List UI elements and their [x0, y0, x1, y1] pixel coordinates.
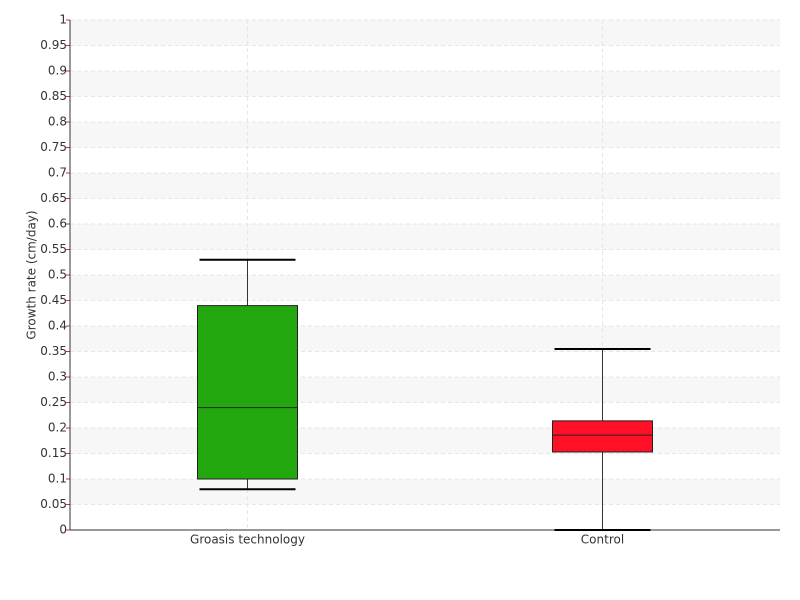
grid-band — [70, 122, 780, 148]
y-tick-label: 0.2 — [48, 421, 67, 435]
grid-band — [70, 224, 780, 250]
y-tick-label: 0.8 — [48, 115, 67, 129]
x-tick-label: Groasis technology — [190, 533, 305, 547]
y-tick-label: 1 — [59, 13, 67, 27]
y-tick-label: 0.9 — [48, 64, 67, 78]
y-tick-label: 0.05 — [40, 497, 67, 511]
grid-band — [70, 275, 780, 301]
grid-band — [70, 326, 780, 352]
grid-band — [70, 71, 780, 97]
box — [552, 420, 653, 453]
grid-band — [70, 479, 780, 505]
y-tick-label: 0.25 — [40, 395, 67, 409]
grid-band — [70, 173, 780, 199]
y-tick-label: 0.4 — [48, 319, 67, 333]
y-tick-label: 0.1 — [48, 472, 67, 486]
y-tick-label: 0.35 — [40, 344, 67, 358]
y-tick-label: 0.5 — [48, 268, 67, 282]
y-tick-label: 0.15 — [40, 446, 67, 460]
box — [197, 305, 298, 480]
y-tick-label: 0.3 — [48, 370, 67, 384]
y-tick-label: 0.45 — [40, 293, 67, 307]
y-tick-label: 0.6 — [48, 217, 67, 231]
y-axis-label: Growth rate (cm/day) — [25, 210, 39, 339]
grid-band — [70, 428, 780, 454]
y-tick-label: 0.95 — [40, 38, 67, 52]
x-tick-label: Control — [581, 533, 624, 547]
y-tick-label: 0.65 — [40, 191, 67, 205]
y-tick-label: 0 — [59, 523, 67, 537]
grid-band — [70, 20, 780, 46]
y-tick-label: 0.85 — [40, 89, 67, 103]
y-tick-label: 0.75 — [40, 140, 67, 154]
grid-band — [70, 377, 780, 403]
y-tick-label: 0.55 — [40, 242, 67, 256]
y-tick-label: 0.7 — [48, 166, 67, 180]
